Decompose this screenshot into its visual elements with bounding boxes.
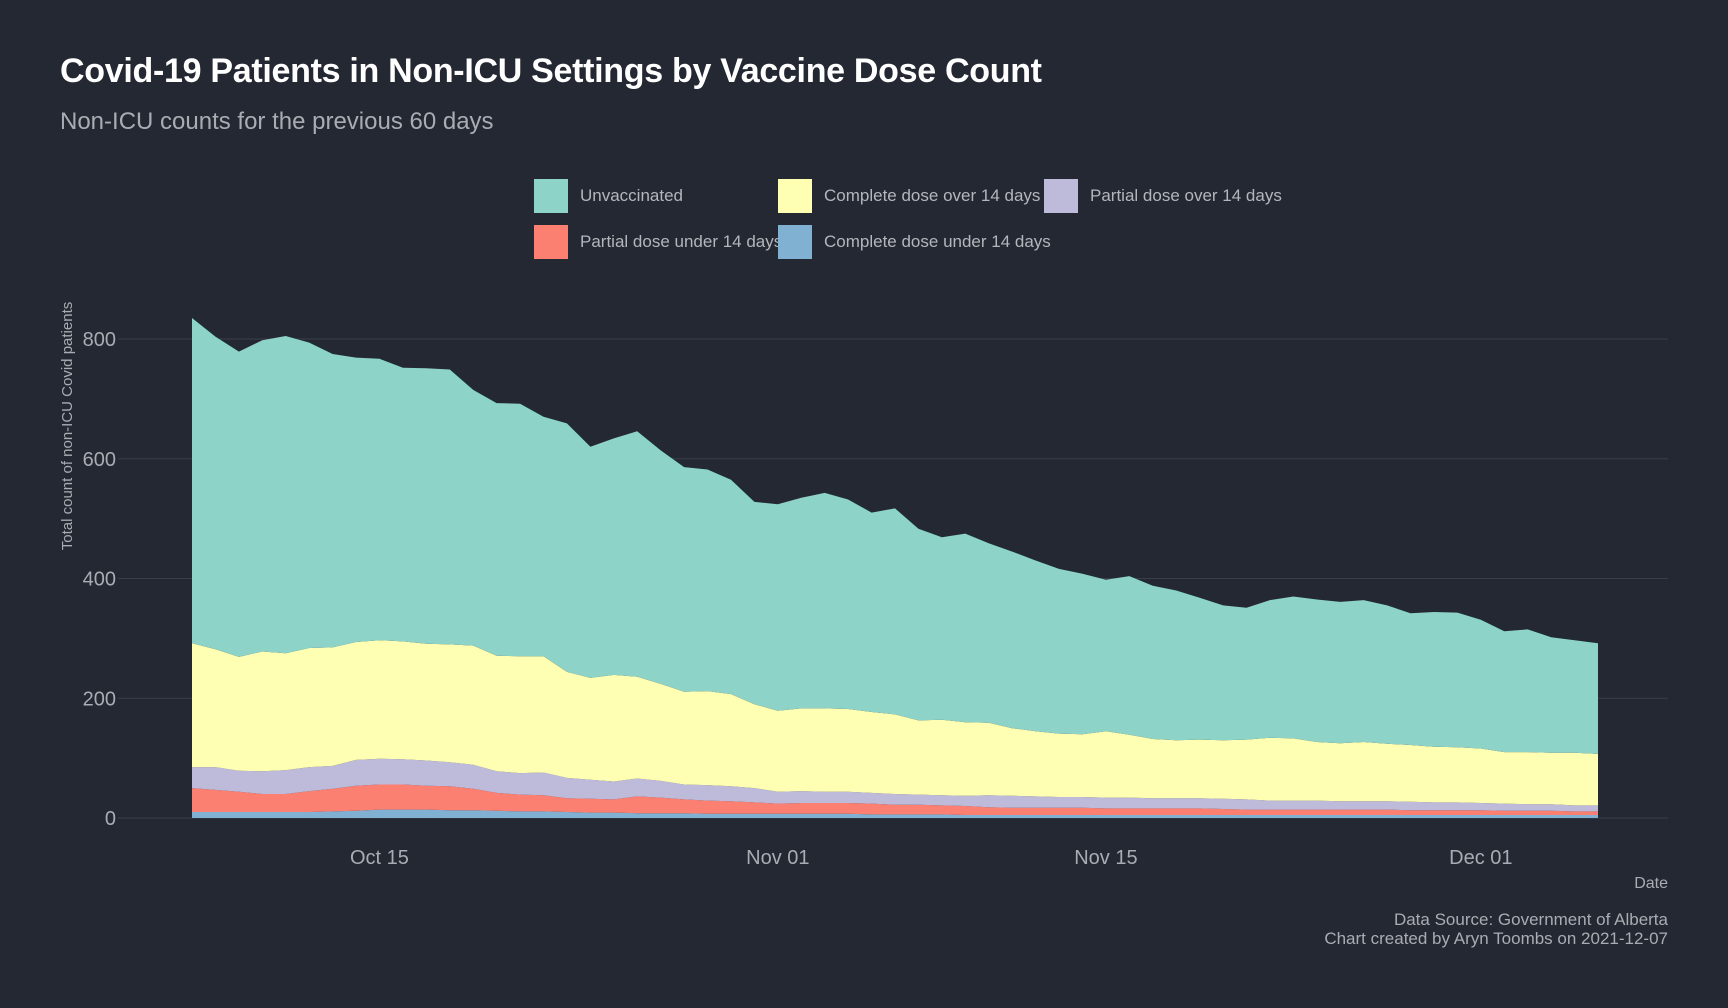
y-axis-ticks: 0 200 400 600 800 [83, 329, 116, 830]
x-axis-ticks: Oct 15 Nov 01 Nov 15 Dec 01 [350, 847, 1513, 869]
area-complete-dose-over-14-days [192, 640, 1598, 806]
legend-label-partial-over: Partial dose over 14 days [1090, 186, 1282, 205]
y-tick-label: 0 [105, 808, 116, 830]
y-tick-label: 400 [83, 569, 116, 591]
legend-swatch-partial-under [534, 225, 568, 259]
legend-swatch-complete-over [778, 179, 812, 213]
area-complete-dose-under-14-days [192, 809, 1598, 818]
stacked-areas [192, 318, 1598, 818]
legend-label-complete-under: Complete dose under 14 days [824, 232, 1051, 251]
x-tick-label: Nov 15 [1074, 847, 1137, 869]
chart-subtitle: Non-ICU counts for the previous 60 days [60, 108, 494, 135]
area-partial-dose-under-14-days [192, 784, 1598, 815]
y-tick-label: 800 [83, 329, 116, 351]
area-unvaccinated [192, 318, 1598, 754]
y-tick-label: 600 [83, 449, 116, 471]
x-tick-label: Oct 15 [350, 847, 409, 869]
area-partial-dose-over-14-days [192, 758, 1598, 812]
caption-source: Data Source: Government of Alberta [1393, 910, 1668, 929]
caption-credit: Chart created by Aryn Toombs on 2021-12-… [1324, 929, 1668, 948]
x-tick-label: Nov 01 [746, 847, 809, 869]
legend-swatch-complete-under [778, 225, 812, 259]
legend-item-complete-over: Complete dose over 14 days [778, 179, 1040, 213]
legend-item-partial-under: Partial dose under 14 days [534, 225, 782, 259]
x-axis-label: Date [1634, 875, 1668, 892]
legend-label-unvaccinated: Unvaccinated [580, 186, 684, 205]
chart-title: Covid-19 Patients in Non-ICU Settings by… [60, 52, 1042, 90]
y-axis-label: Total count of non-ICU Covid patients [59, 302, 76, 550]
legend-label-partial-under: Partial dose under 14 days [580, 232, 783, 251]
legend-swatch-unvaccinated [534, 179, 568, 213]
legend-item-complete-under: Complete dose under 14 days [778, 225, 1051, 259]
y-tick-label: 200 [83, 688, 116, 710]
legend-item-unvaccinated: Unvaccinated [534, 179, 683, 213]
x-tick-label: Dec 01 [1449, 847, 1512, 869]
legend-swatch-partial-over [1044, 179, 1078, 213]
legend-item-partial-over: Partial dose over 14 days [1044, 179, 1282, 213]
legend-label-complete-over: Complete dose over 14 days [824, 186, 1041, 205]
